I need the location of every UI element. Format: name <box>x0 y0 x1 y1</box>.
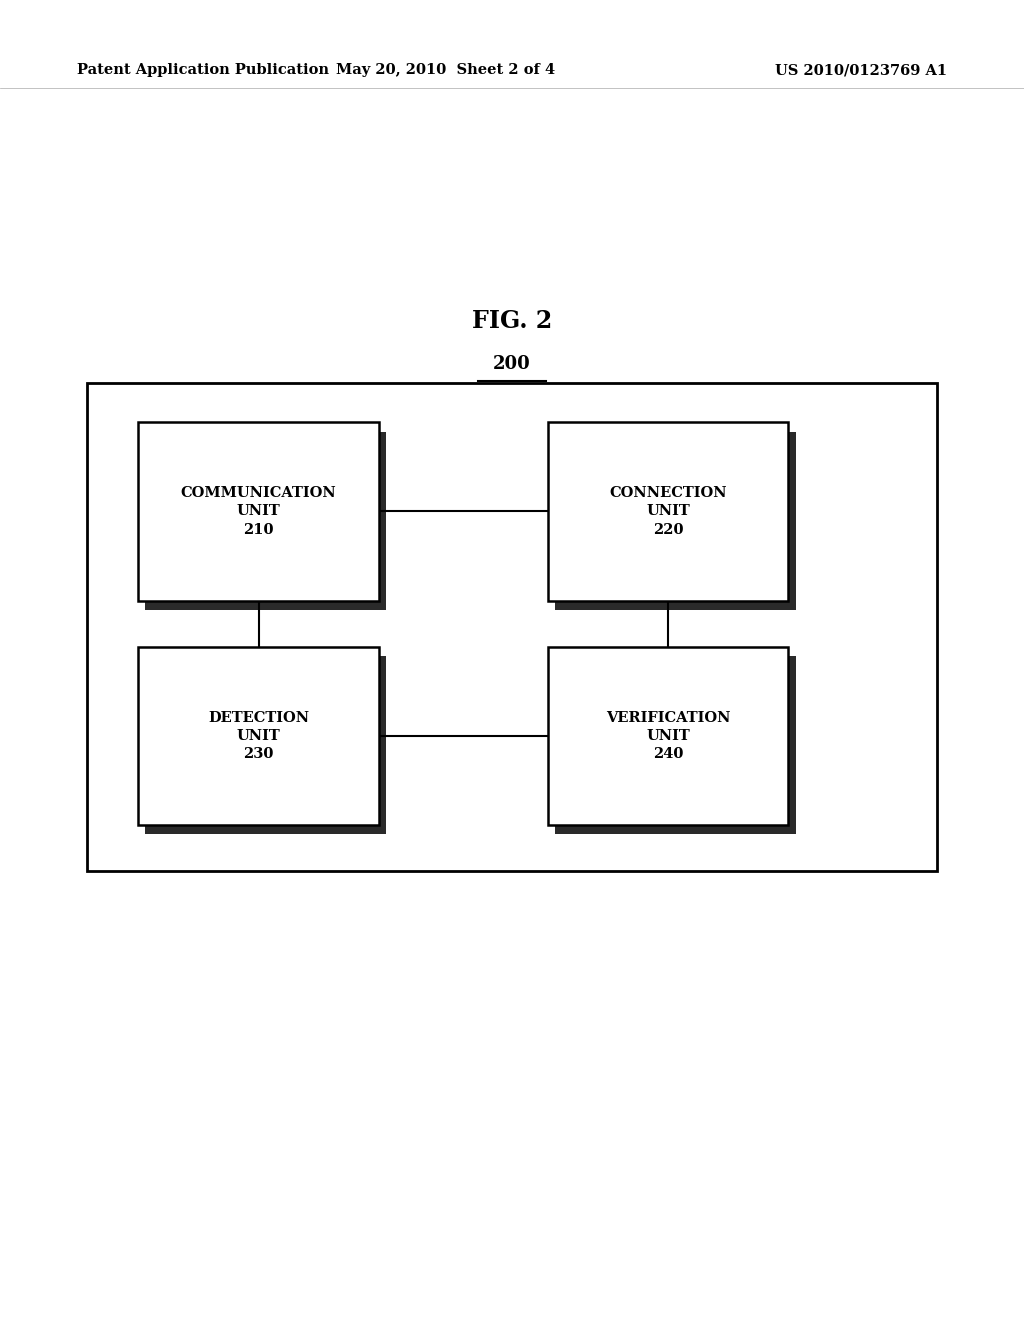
Text: CONNECTION
UNIT
220: CONNECTION UNIT 220 <box>609 486 727 537</box>
Text: US 2010/0123769 A1: US 2010/0123769 A1 <box>775 63 947 78</box>
Text: FIG. 2: FIG. 2 <box>472 309 552 333</box>
Bar <box>145 432 386 610</box>
Bar <box>548 647 788 825</box>
Bar <box>548 422 788 601</box>
Bar <box>145 656 386 834</box>
Bar <box>138 422 379 601</box>
Text: May 20, 2010  Sheet 2 of 4: May 20, 2010 Sheet 2 of 4 <box>336 63 555 78</box>
Bar <box>555 432 796 610</box>
Bar <box>555 656 796 834</box>
Text: VERIFICATION
UNIT
240: VERIFICATION UNIT 240 <box>606 710 730 762</box>
Bar <box>138 647 379 825</box>
Text: Patent Application Publication: Patent Application Publication <box>77 63 329 78</box>
Text: DETECTION
UNIT
230: DETECTION UNIT 230 <box>208 710 309 762</box>
Text: 200: 200 <box>494 355 530 374</box>
Text: COMMUNICATION
UNIT
210: COMMUNICATION UNIT 210 <box>180 486 337 537</box>
Bar <box>87 383 937 871</box>
